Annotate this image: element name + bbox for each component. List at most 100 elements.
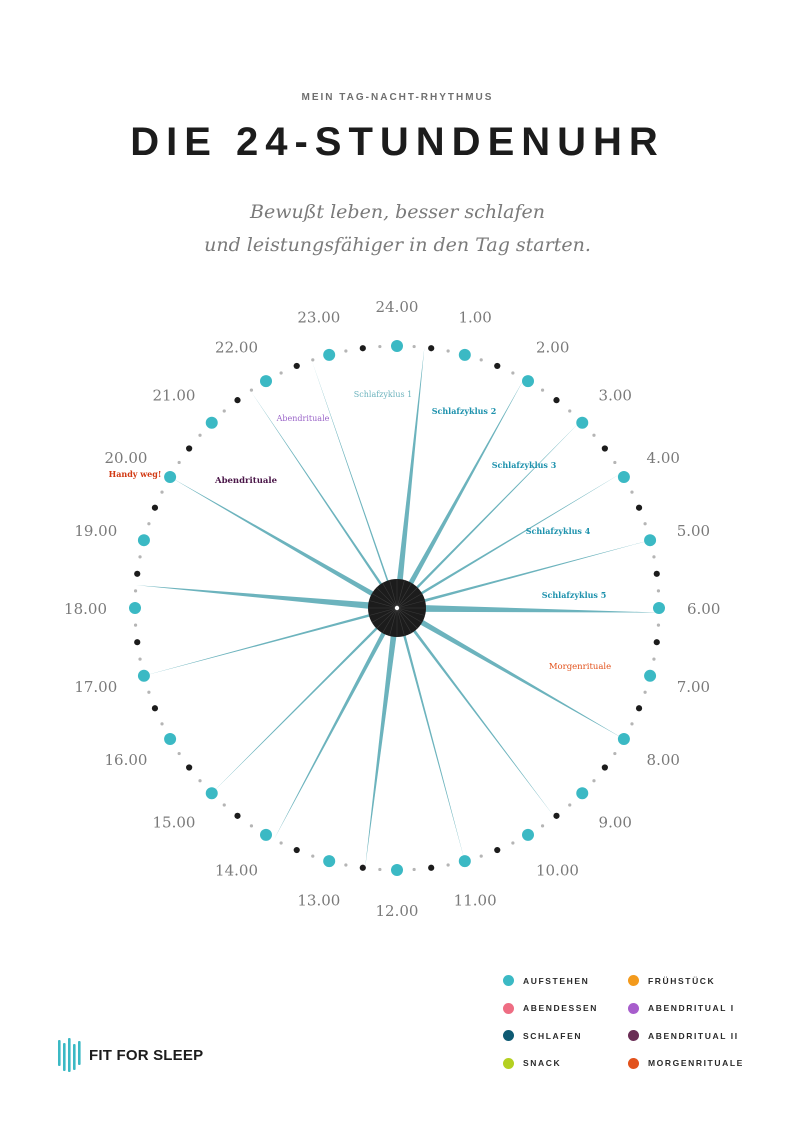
quarter-dot-2-1 [568, 409, 572, 413]
quarter-dot-3-1 [613, 460, 617, 465]
clock-spokes [135, 347, 659, 869]
half-hour-dot-9 [553, 812, 560, 819]
hour-label-21: 21.00 [153, 386, 196, 404]
spoke-16 [250, 390, 399, 609]
half-hour-dot-0 [428, 345, 435, 352]
quarter-dot-0-0 [412, 344, 416, 349]
hour-label-0: 24.00 [376, 298, 419, 316]
half-hour-dot-22 [293, 362, 300, 370]
hub-sector-1 [396, 579, 405, 609]
hour-dot-4 [617, 471, 630, 483]
hub-sector-19 [368, 600, 398, 609]
quarter-dot-19-0 [147, 522, 151, 526]
hour-dot-22 [260, 375, 272, 388]
logo-bar-1 [58, 1040, 61, 1066]
hour-dot-19 [137, 534, 150, 547]
hour-dot-15 [205, 787, 218, 800]
hour-dot-11 [458, 855, 471, 868]
half-hour-dot-14 [234, 812, 241, 819]
hour-label-4: 4.00 [647, 449, 680, 467]
hub-sector-13 [389, 607, 398, 637]
quarter-dot-4-0 [630, 490, 634, 494]
annotation-abendrituale-1: Abendrituale [276, 414, 330, 423]
hub-sector-10 [396, 607, 412, 634]
fit-for-sleep-logo: FIT FOR SLEEP [57, 1038, 203, 1072]
half-hour-dot-21 [234, 397, 241, 404]
legend-dot-icon [628, 1030, 639, 1041]
legend-item-8: MORGENRITUALE [628, 1057, 744, 1069]
hour-dot-7 [644, 669, 657, 682]
page-kicker: MEIN TAG-NACHT-RHYTHMUS [301, 92, 494, 103]
clock-ring [129, 340, 665, 876]
hour-dot-0 [391, 340, 403, 352]
quarter-dot-7-1 [630, 722, 634, 726]
annotation-schlafzyklus-3: Schlafzyklus 3 [492, 460, 557, 470]
hour-label-5: 5.00 [677, 522, 710, 540]
quarter-dot-11-0 [446, 863, 450, 867]
hour-dot-14 [260, 828, 272, 841]
hour-dot-12 [391, 864, 403, 876]
hour-dot-13 [323, 855, 336, 868]
half-hour-dot-12 [359, 864, 366, 871]
quarter-dot-6-1 [652, 657, 656, 661]
logo-mark-icon [58, 1038, 81, 1072]
hour-label-12: 12.00 [376, 902, 419, 920]
hub-sector-9 [396, 607, 418, 629]
logo-text: FIT FOR SLEEP [89, 1046, 204, 1064]
quarter-dot-23-1 [378, 344, 382, 349]
legend-dot-icon [628, 975, 639, 986]
quarter-dot-12-1 [344, 863, 348, 867]
half-hour-dot-5 [653, 570, 660, 577]
half-hour-dot-2 [553, 397, 560, 404]
legend-item-2: FRÜHSTÜCK [628, 975, 715, 986]
quarter-dot-15-1 [177, 751, 181, 756]
hour-dot-2 [522, 375, 534, 388]
half-hour-dot-23 [359, 345, 366, 352]
clock-hour-labels: 24.00 1.00 2.00 3.00 4.00 5.00 6.00 7.00 8.00 9.0… [64, 298, 720, 920]
hour-dot-20 [164, 471, 177, 483]
hour-dot-3 [576, 416, 589, 429]
quarter-dot-2-0 [540, 388, 545, 392]
spoke-2 [394, 378, 525, 610]
quarter-dot-23-0 [344, 349, 348, 353]
clock-hub [368, 579, 426, 637]
quarter-dot-3-0 [592, 433, 596, 437]
quarter-dot-13-1 [279, 841, 283, 845]
legend-item-5: SCHLAFEN [503, 1030, 582, 1041]
legend-dot-icon [503, 1002, 514, 1014]
hub-sector-5 [396, 600, 426, 609]
legend-item-6: ABENDRITUAL II [628, 1030, 739, 1041]
quarter-dot-22-0 [279, 371, 283, 375]
hour-dot-5 [644, 534, 657, 547]
legend-dot-icon [503, 975, 514, 986]
hour-label-9: 9.00 [599, 814, 632, 832]
spoke-13 [143, 606, 398, 676]
quarter-dot-16-0 [160, 722, 164, 726]
hub-sector-14 [382, 607, 398, 634]
annotation-schlafzyklus-2: Schlafzyklus 2 [432, 406, 497, 416]
quarter-dot-18-1 [138, 555, 142, 559]
quarter-dot-14-1 [222, 803, 226, 807]
spoke-7 [395, 605, 624, 739]
half-hour-dot-11 [428, 864, 435, 871]
legend-label: ABENDRITUAL II [648, 1030, 739, 1041]
logo-bar-4 [73, 1044, 76, 1070]
annotation-abendrituale-2: Abendrituale [214, 476, 278, 486]
page-subtitle: Bewußt leben, besser schlafen und leistu… [0, 196, 795, 262]
hour-label-18: 18.00 [64, 600, 107, 618]
quarter-dot-1-0 [479, 358, 483, 362]
hour-label-16: 16.00 [105, 751, 148, 769]
legend-label: ABENDESSEN [523, 1003, 599, 1013]
legend-item-3: ABENDESSEN [503, 1002, 599, 1014]
quarter-dot-9-1 [540, 824, 545, 828]
page-title: DIE 24-STUNDENUHR [130, 120, 665, 164]
hub-sector-22 [382, 582, 398, 609]
hour-dot-23 [323, 348, 336, 361]
spoke-17 [311, 360, 398, 609]
hub-sector-23 [389, 579, 398, 609]
half-hour-dot-10 [494, 846, 501, 854]
hour-label-19: 19.00 [74, 522, 117, 540]
legend-item-7: SNACK [503, 1057, 561, 1069]
hour-label-14: 14.00 [215, 862, 258, 880]
hour-dot-21 [205, 416, 218, 429]
